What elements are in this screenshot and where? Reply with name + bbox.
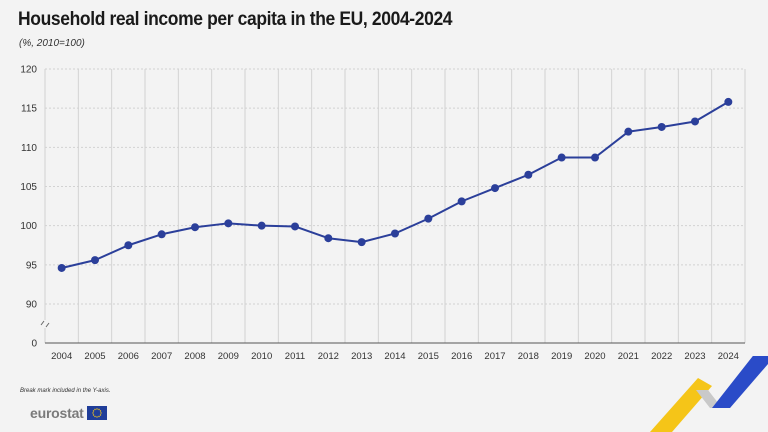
data-point[interactable] <box>257 221 266 230</box>
x-tick-label: 2007 <box>151 351 172 362</box>
x-tick-label: 2016 <box>451 351 472 362</box>
x-tick-label: 2020 <box>584 351 605 362</box>
y-tick-label: 95 <box>26 260 38 271</box>
data-point[interactable] <box>424 214 433 223</box>
data-point[interactable] <box>357 238 366 247</box>
y-tick-label: 100 <box>20 221 37 232</box>
decorative-ribbon-icon <box>650 356 768 432</box>
x-axis: 2004 2005 2006 2007 2008 2009 2010 2011 2012 2013… <box>45 342 745 362</box>
data-point[interactable] <box>657 122 666 131</box>
x-tick-label: 2014 <box>384 351 405 362</box>
x-tick-label: 2004 <box>51 351 72 362</box>
data-point[interactable] <box>557 153 566 162</box>
chart-title: Household real income per capita in the … <box>18 9 453 30</box>
data-point[interactable] <box>57 263 66 272</box>
y-tick-label: 120 <box>20 65 37 76</box>
data-point[interactable] <box>624 127 633 136</box>
logo-text: eurostat <box>30 405 84 421</box>
x-tick-label: 2023 <box>684 351 705 362</box>
data-point[interactable] <box>457 197 466 206</box>
data-point[interactable] <box>124 241 133 250</box>
data-point[interactable] <box>191 223 199 232</box>
data-point[interactable] <box>91 256 99 265</box>
data-point[interactable] <box>724 97 733 106</box>
x-tick-label: 2006 <box>118 351 139 362</box>
x-tick-label: 2005 <box>84 351 105 362</box>
x-tick-label: 2015 <box>418 351 439 362</box>
plot-area <box>45 69 745 343</box>
y-tick-label: 0 <box>31 339 37 350</box>
data-point[interactable] <box>324 234 333 243</box>
data-point[interactable] <box>391 229 399 238</box>
footnote: Break mark included in the Y-axis. <box>20 388 111 394</box>
x-tick-label: 2018 <box>518 351 539 362</box>
data-point[interactable] <box>524 170 533 179</box>
axis-break-mark <box>40 320 50 328</box>
x-tick-label: 2021 <box>618 351 639 362</box>
x-tick-label: 2017 <box>484 351 505 362</box>
grid-lines <box>44 68 746 343</box>
y-tick-label: 90 <box>26 300 38 311</box>
data-point[interactable] <box>224 219 233 228</box>
x-tick-label: 2022 <box>651 351 672 362</box>
axis-break-mask <box>41 320 49 328</box>
data-point[interactable] <box>157 230 166 239</box>
x-tick-label: 2019 <box>551 351 572 362</box>
eu-flag-icon <box>86 406 107 420</box>
data-point[interactable] <box>691 117 699 126</box>
series-points <box>57 97 733 272</box>
y-tick-label: 115 <box>21 104 37 115</box>
x-tick-label: 2012 <box>318 351 339 362</box>
chart-subtitle: (%, 2010=100) <box>19 38 85 49</box>
x-tick-label: 2024 <box>718 351 739 362</box>
data-point[interactable] <box>291 222 299 231</box>
x-tick-label: 2008 <box>184 351 205 362</box>
x-tick-label: 2010 <box>251 351 272 362</box>
x-tick-label: 2013 <box>351 351 372 362</box>
x-tick-label: 2009 <box>218 351 239 362</box>
data-point[interactable] <box>491 184 499 193</box>
y-tick-label: 105 <box>20 182 37 193</box>
y-axis: 0 90 95 100 105 110 115 120 <box>20 65 50 350</box>
x-tick-label: 2011 <box>285 351 305 362</box>
data-point[interactable] <box>591 153 599 162</box>
y-tick-label: 110 <box>21 143 37 154</box>
eurostat-logo: eurostat <box>30 405 107 421</box>
